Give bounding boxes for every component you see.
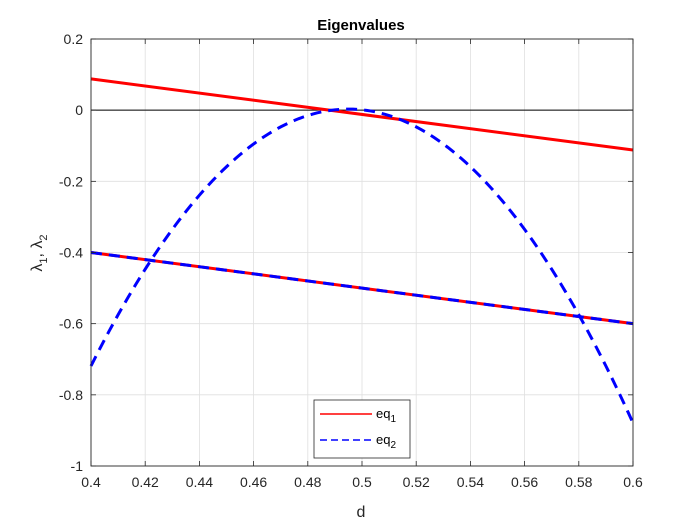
y-tick-label: -0.8	[59, 387, 83, 403]
x-tick-label: 0.42	[132, 474, 159, 490]
y-axis-label: λ1, λ2	[29, 234, 50, 271]
chart-title: Eigenvalues	[317, 17, 405, 34]
y-tick-label: 0	[75, 102, 83, 118]
y-label-lambda-2: , λ	[29, 241, 46, 258]
x-tick-label: 0.44	[186, 474, 213, 490]
svg-text:λ1, λ2: λ1, λ2	[29, 234, 50, 271]
y-label-sub-1: 1	[38, 257, 50, 263]
legend-entry-eq2: eq2	[376, 432, 396, 451]
y-tick-label: 0.2	[64, 31, 84, 47]
legend-eq1-base: eq	[376, 406, 390, 421]
x-tick-label: 0.6	[623, 474, 643, 490]
legend: eq1 eq2	[313, 399, 411, 459]
ticks: 0.4 0.42 0.44 0.46 0.48 0.5 0.52 0.54 0.56 0.58 0.…	[59, 31, 643, 490]
x-tick-label: 0.54	[457, 474, 484, 490]
legend-eq2-base: eq	[376, 432, 390, 447]
legend-box	[313, 399, 411, 459]
series-eq1-line-1	[90, 77, 634, 152]
x-tick-label: 0.52	[403, 474, 430, 490]
x-axis-label: d	[357, 504, 366, 521]
x-tick-label: 0.56	[511, 474, 538, 490]
x-tick-label: 0.5	[352, 474, 372, 490]
legend-eq1-sub: 1	[390, 414, 396, 425]
x-tick-label: 0.4	[81, 474, 101, 490]
x-tick-label: 0.46	[240, 474, 267, 490]
legend-entry-eq1: eq1	[376, 406, 396, 425]
x-tick-label: 0.48	[294, 474, 321, 490]
y-tick-label: -1	[71, 458, 84, 474]
legend-eq2-sub: 2	[390, 440, 396, 451]
series-eq2-line-1	[90, 251, 634, 326]
series-layer	[89, 77, 635, 424]
y-label-sub-2: 2	[38, 234, 50, 240]
y-label-lambda-1: λ	[29, 264, 46, 272]
x-tick-label: 0.58	[565, 474, 592, 490]
y-tick-label: -0.6	[59, 316, 83, 332]
series-eq2-curve	[89, 107, 635, 424]
y-tick-label: -0.2	[59, 173, 83, 189]
y-tick-label: -0.4	[59, 245, 83, 261]
